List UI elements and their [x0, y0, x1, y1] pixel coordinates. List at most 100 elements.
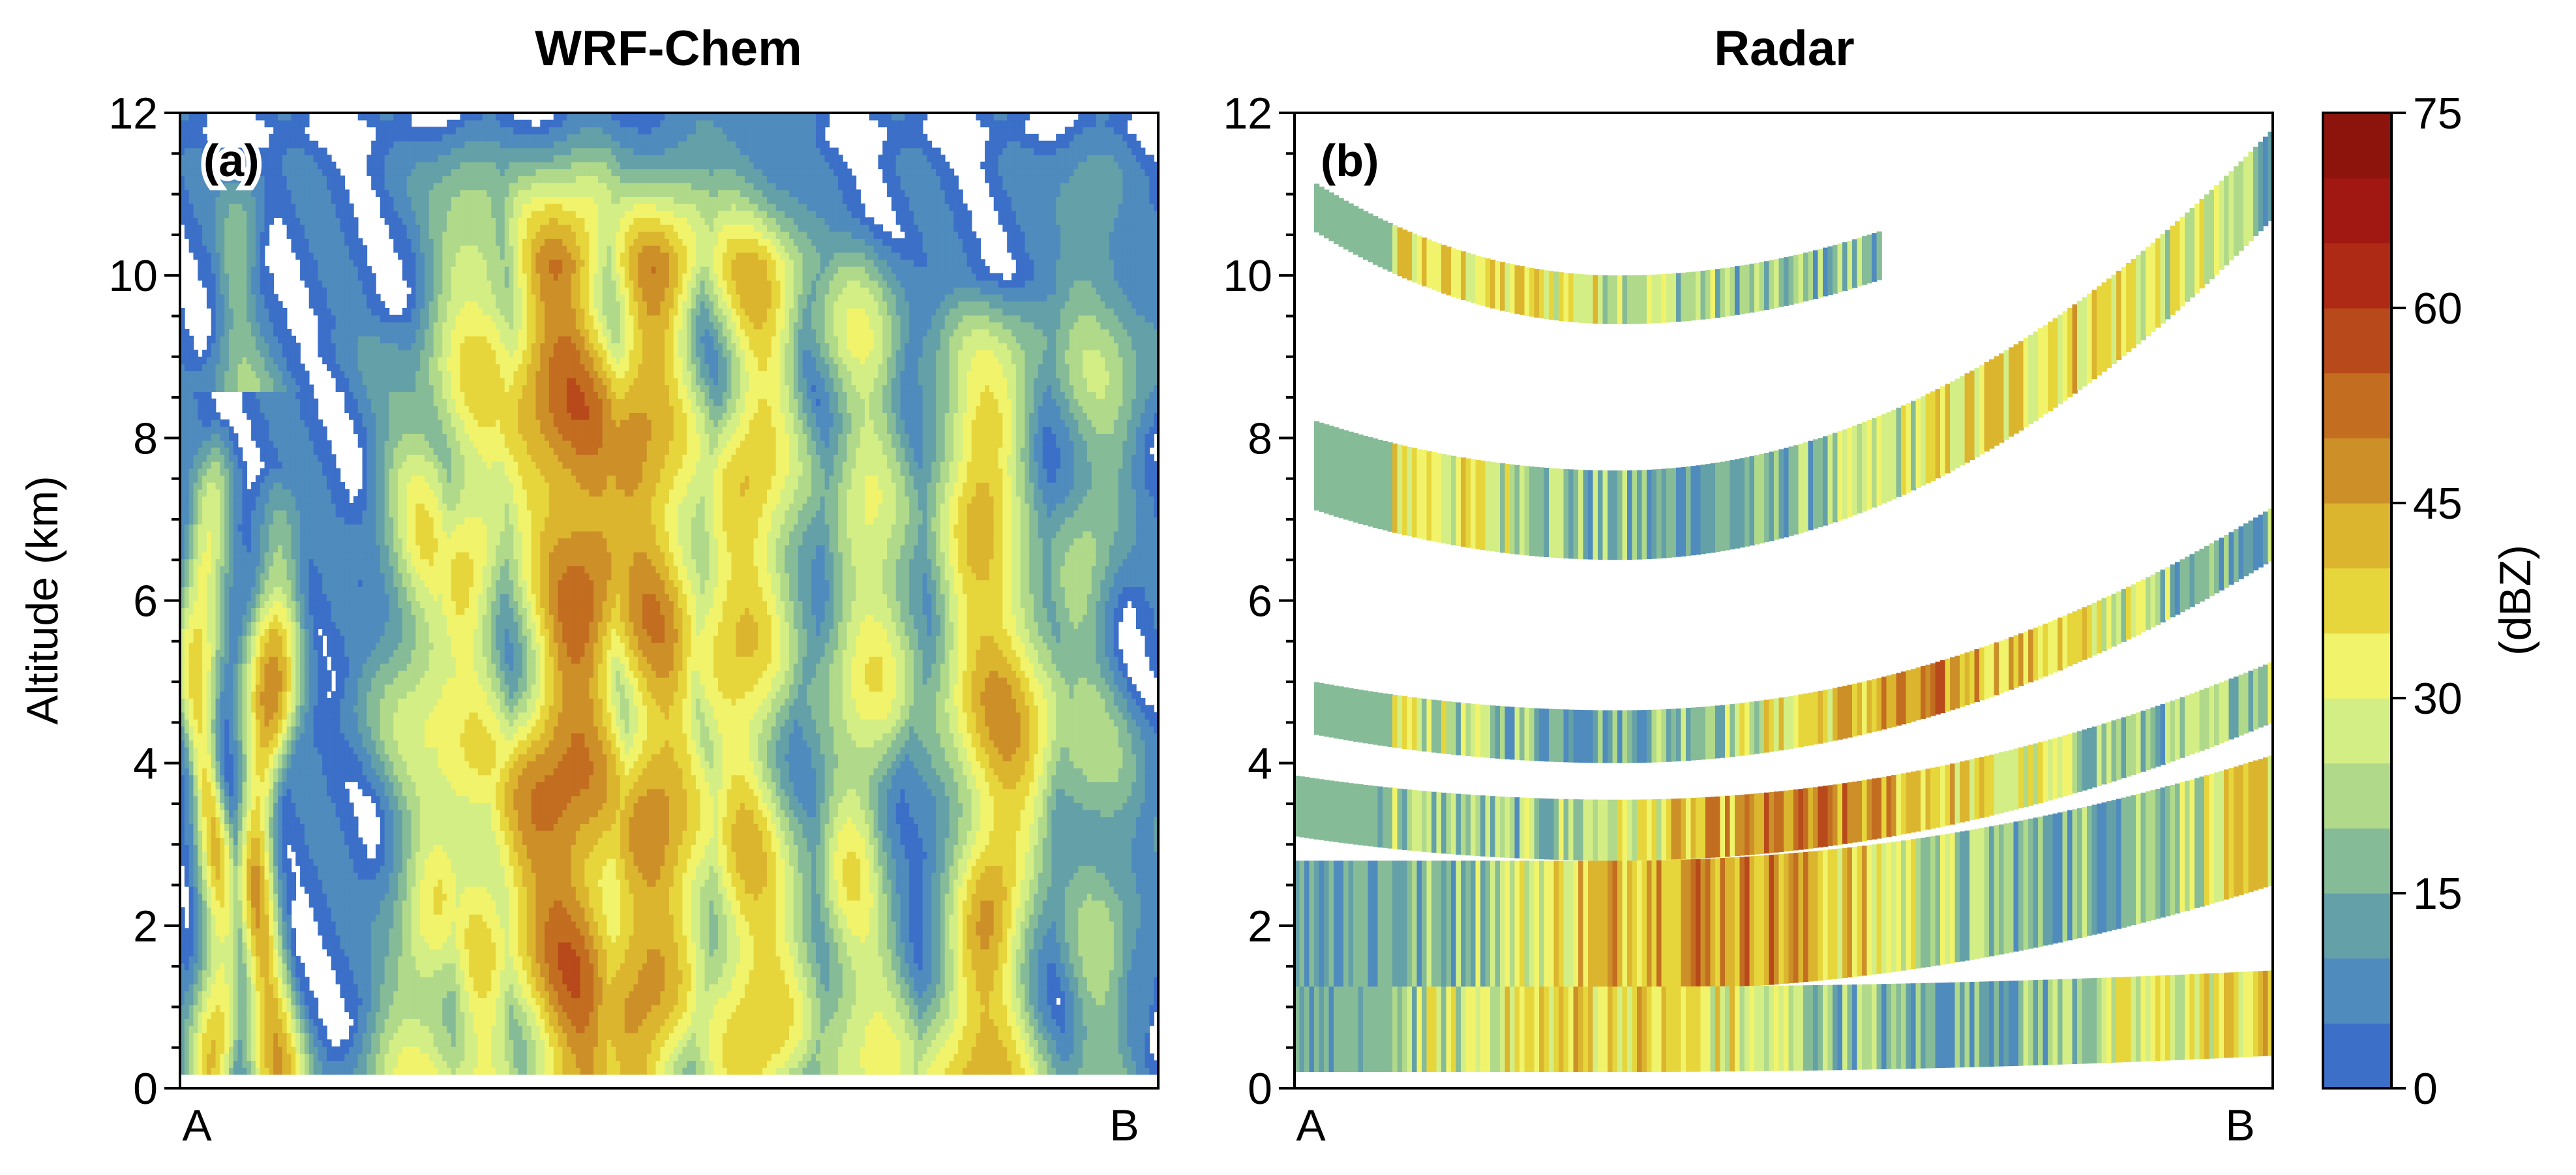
heatmap-cell — [340, 566, 346, 573]
heatmap-cell — [327, 196, 332, 204]
heatmap-cell — [260, 698, 265, 706]
heatmap-cell — [278, 517, 283, 525]
heatmap-cell — [313, 851, 319, 859]
heatmap-cell — [304, 767, 310, 776]
heatmap-cell — [237, 231, 243, 239]
heatmap-cell — [322, 203, 327, 211]
heatmap-cell — [220, 363, 225, 371]
heatmap-cell — [282, 1046, 288, 1054]
heatmap-cell — [198, 969, 203, 977]
heatmap-cell — [308, 705, 314, 713]
heatmap-cell — [215, 252, 221, 260]
heatmap-cell — [335, 935, 341, 943]
heatmap-cell — [362, 928, 368, 936]
heatmap-cell — [188, 419, 194, 427]
heatmap-cell — [242, 858, 248, 866]
heatmap-cell — [273, 329, 278, 337]
heatmap-cell — [260, 893, 265, 901]
heatmap-cell — [313, 510, 319, 518]
heatmap-cell — [242, 600, 248, 608]
heatmap-cell — [308, 1018, 314, 1026]
heatmap-cell — [188, 956, 194, 964]
heatmap-cell — [224, 872, 230, 880]
heatmap-cell — [340, 830, 346, 838]
heatmap-cell — [229, 1011, 234, 1020]
heatmap-cell — [353, 1004, 359, 1013]
heatmap-cell — [215, 928, 221, 936]
heatmap-cell — [269, 587, 274, 594]
heatmap-cell — [318, 545, 323, 553]
heatmap-cell — [335, 1046, 341, 1054]
heatmap-cell — [362, 969, 368, 977]
heatmap-cell — [291, 127, 297, 134]
heatmap-cell — [237, 329, 243, 337]
heatmap-cell — [331, 698, 337, 706]
heatmap-cell — [251, 273, 256, 281]
heatmap-cell — [224, 1039, 230, 1047]
heatmap-cell — [278, 607, 283, 615]
heatmap-cell — [211, 558, 217, 566]
heatmap-cell — [300, 454, 305, 462]
heatmap-cell — [300, 189, 305, 197]
heatmap-cell — [353, 983, 359, 992]
heatmap-cell — [282, 642, 288, 650]
heatmap-cell — [202, 1046, 207, 1054]
heatmap-cell — [344, 266, 350, 274]
heatmap-cell — [282, 587, 288, 594]
heatmap-cell — [184, 649, 190, 657]
heatmap-cell — [229, 886, 234, 894]
heatmap-cell — [215, 335, 221, 344]
heatmap-cell — [300, 210, 305, 218]
heatmap-cell — [202, 1039, 207, 1047]
heatmap-cell — [308, 419, 314, 427]
heatmap-cell — [278, 998, 283, 1005]
heatmap-cell — [304, 545, 310, 553]
heatmap-cell — [335, 837, 341, 846]
heatmap-cell — [206, 907, 212, 915]
heatmap-cell — [206, 377, 212, 386]
heatmap-cell — [278, 816, 283, 825]
heatmap-cell — [229, 426, 234, 435]
heatmap-cell — [322, 454, 327, 462]
heatmap-cell — [331, 600, 337, 608]
heatmap-cell — [286, 127, 292, 134]
heatmap-cell — [224, 343, 230, 350]
heatmap-cell — [242, 350, 248, 358]
heatmap-cell — [229, 1046, 234, 1054]
heatmap-cell — [198, 635, 203, 643]
heatmap-cell — [220, 802, 225, 810]
heatmap-cell — [229, 454, 234, 462]
heatmap-cell — [215, 266, 221, 274]
heatmap-cell — [286, 343, 292, 350]
heatmap-cell — [233, 224, 239, 232]
heatmap-cell — [251, 733, 256, 740]
heatmap-cell — [220, 286, 225, 295]
heatmap-cell — [264, 914, 270, 922]
heatmap-cell — [198, 1053, 203, 1061]
heatmap-cell — [237, 273, 243, 281]
heatmap-cell — [286, 545, 292, 553]
heatmap-cell — [340, 530, 346, 539]
heatmap-cell — [260, 322, 265, 329]
heatmap-cell — [202, 600, 207, 608]
heatmap-cell — [304, 670, 310, 678]
heatmap-cell — [233, 928, 239, 936]
heatmap-cell — [260, 530, 265, 539]
heatmap-cell — [215, 384, 221, 392]
heatmap-cell — [180, 1004, 185, 1013]
heatmap-cell — [295, 447, 301, 455]
heatmap-cell — [264, 447, 270, 455]
heatmap-cell — [353, 746, 359, 755]
heatmap-cell — [229, 286, 234, 295]
heatmap-cell — [349, 907, 354, 915]
heatmap-cell — [331, 280, 337, 288]
heatmap-cell — [335, 663, 341, 671]
heatmap-cell — [308, 879, 314, 887]
heatmap-cell — [273, 865, 278, 873]
heatmap-cell — [202, 802, 207, 810]
heatmap-cell — [220, 893, 225, 901]
heatmap-cell — [251, 252, 256, 260]
heatmap-cell — [295, 405, 301, 413]
heatmap-cell — [188, 893, 194, 901]
heatmap-cell — [353, 1025, 359, 1033]
